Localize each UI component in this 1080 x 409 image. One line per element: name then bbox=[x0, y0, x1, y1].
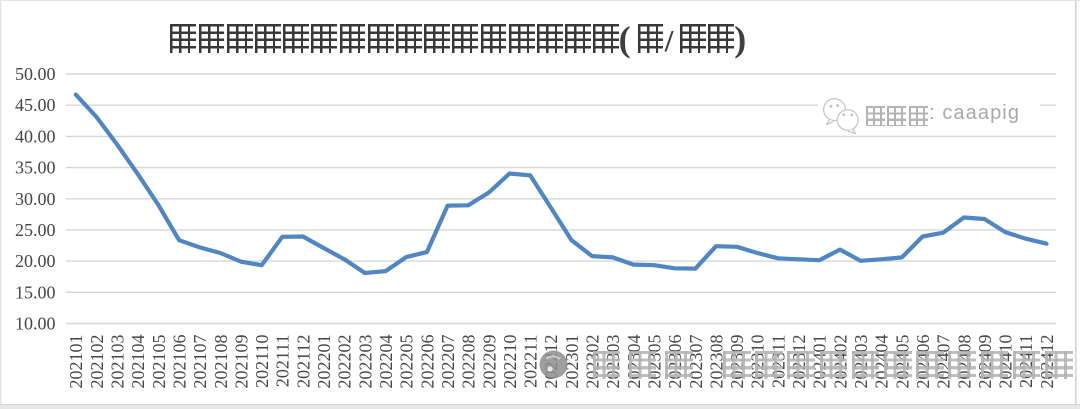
svg-text:202301: 202301 bbox=[562, 335, 582, 389]
svg-text:202101: 202101 bbox=[66, 335, 86, 389]
svg-text:202204: 202204 bbox=[376, 335, 396, 389]
svg-text:202209: 202209 bbox=[479, 335, 499, 389]
svg-text:202207: 202207 bbox=[438, 335, 458, 389]
svg-text:202108: 202108 bbox=[211, 335, 231, 389]
svg-text:10.00: 10.00 bbox=[15, 314, 56, 334]
svg-text:35.00: 35.00 bbox=[15, 158, 56, 178]
svg-text:202202: 202202 bbox=[335, 335, 355, 389]
svg-text:202112: 202112 bbox=[293, 335, 313, 388]
svg-text:15.00: 15.00 bbox=[15, 282, 56, 302]
svg-text:202201: 202201 bbox=[314, 335, 334, 389]
svg-text:202203: 202203 bbox=[355, 335, 375, 389]
svg-text:202205: 202205 bbox=[397, 335, 417, 389]
svg-text:50.00: 50.00 bbox=[15, 64, 56, 84]
svg-text:40.00: 40.00 bbox=[15, 126, 56, 146]
svg-text:202208: 202208 bbox=[459, 335, 479, 389]
svg-text:202211: 202211 bbox=[521, 335, 541, 388]
svg-text:202105: 202105 bbox=[149, 335, 169, 389]
svg-text:45.00: 45.00 bbox=[15, 95, 56, 115]
svg-text:202103: 202103 bbox=[108, 335, 128, 389]
svg-text:202110: 202110 bbox=[252, 335, 272, 388]
svg-text:202106: 202106 bbox=[170, 335, 190, 389]
svg-text:202104: 202104 bbox=[128, 335, 148, 389]
svg-text:202210: 202210 bbox=[500, 335, 520, 389]
svg-text:202109: 202109 bbox=[231, 335, 251, 389]
svg-text:202107: 202107 bbox=[190, 335, 210, 389]
svg-text:20.00: 20.00 bbox=[15, 251, 56, 271]
svg-text:25.00: 25.00 bbox=[15, 220, 56, 240]
svg-text:202111: 202111 bbox=[273, 335, 293, 388]
svg-text:202206: 202206 bbox=[417, 335, 437, 389]
svg-text:202102: 202102 bbox=[87, 335, 107, 389]
svg-text:202308: 202308 bbox=[706, 335, 726, 389]
svg-text:30.00: 30.00 bbox=[15, 189, 56, 209]
